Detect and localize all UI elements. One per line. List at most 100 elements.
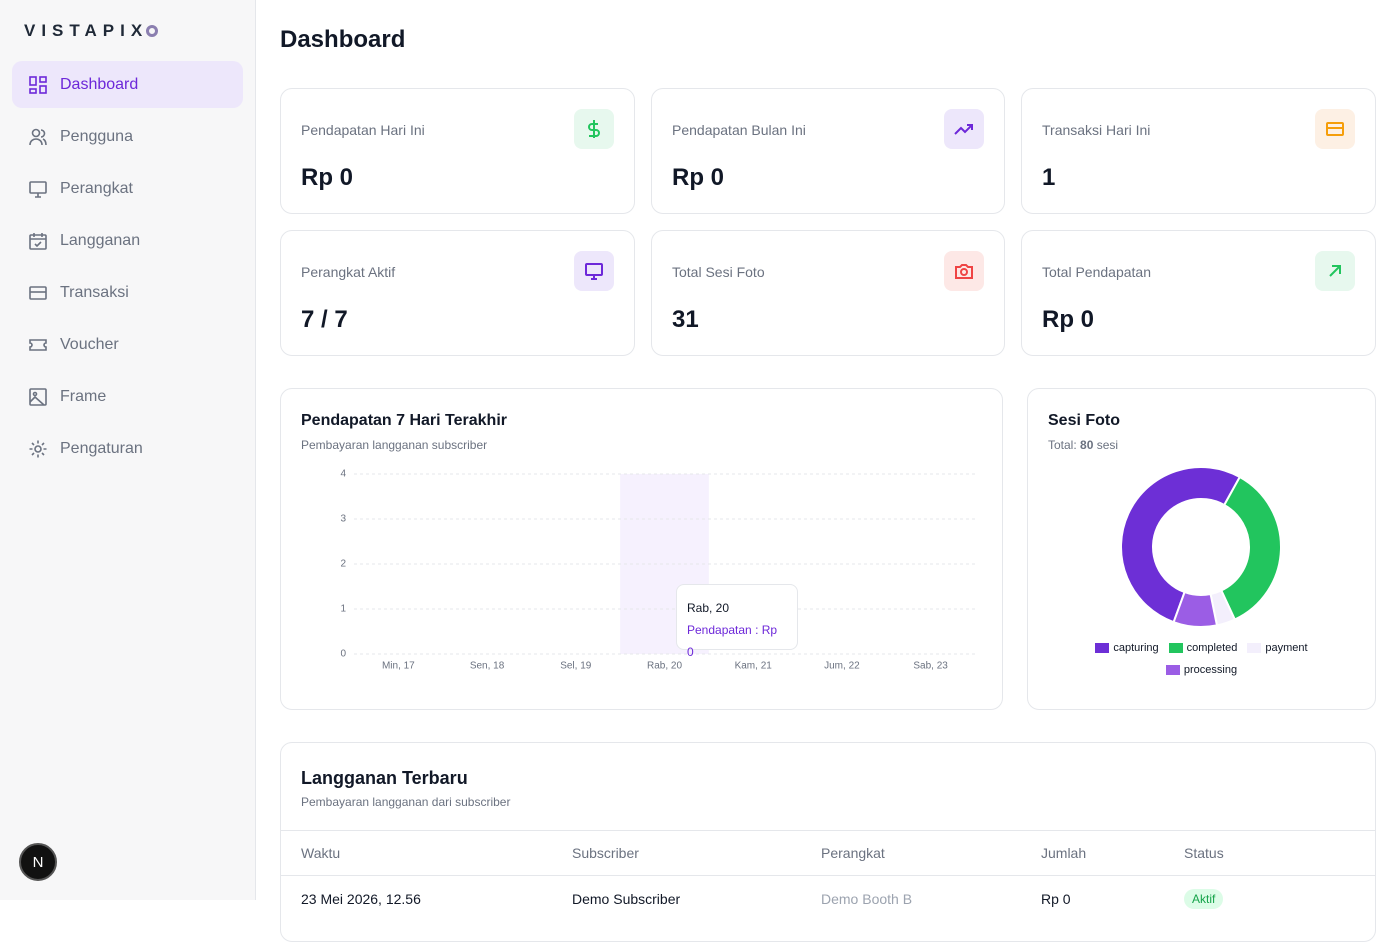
legend-swatch bbox=[1247, 643, 1262, 653]
legend-item: capturing bbox=[1095, 642, 1159, 654]
total-unit: sesi bbox=[1096, 438, 1119, 452]
nav-icon bbox=[29, 180, 47, 198]
legend-label: completed bbox=[1186, 642, 1238, 654]
logo-icon bbox=[146, 25, 159, 37]
stat-value: 1 bbox=[1042, 164, 1056, 191]
tooltip: Rab, 20 Pendapatan : Rp 0 bbox=[676, 584, 798, 659]
legend: capturing completed payment processing bbox=[1068, 642, 1335, 676]
stat-icon bbox=[1315, 251, 1355, 291]
legend-label: payment bbox=[1265, 642, 1308, 654]
nav-label: Transaksi bbox=[60, 283, 129, 301]
nav-item[interactable]: Transaksi bbox=[12, 269, 243, 316]
nav-label: Pengaturan bbox=[60, 439, 143, 457]
stat-value: 7 / 7 bbox=[301, 306, 348, 333]
table-subtitle: Pembayaran langganan dari subscriber bbox=[301, 795, 511, 809]
stat-value: Rp 0 bbox=[672, 164, 725, 191]
table-header: Waktu Subscriber Perangkat Jumlah Status bbox=[281, 830, 1375, 876]
donut-chart bbox=[1120, 466, 1282, 628]
total-label: Total: bbox=[1048, 438, 1077, 452]
nav-label: Langganan bbox=[60, 231, 141, 249]
tooltip-text: Pendapatan : Rp 0 bbox=[687, 623, 778, 659]
legend-label: capturing bbox=[1113, 642, 1159, 654]
nav-icon bbox=[29, 387, 47, 406]
stat-card: Transaksi Hari Ini 1 bbox=[1021, 88, 1376, 214]
x-tick-label: Sab, 23 bbox=[913, 661, 948, 672]
stat-icon bbox=[574, 251, 614, 291]
legend-item: payment bbox=[1247, 642, 1308, 654]
stat-icon bbox=[944, 251, 984, 291]
icon-glyph bbox=[1329, 265, 1341, 277]
total-value: 80 bbox=[1080, 438, 1094, 452]
nav-label: Frame bbox=[60, 387, 107, 405]
table-row: 23 Mei 2026, 12.56 Demo Subscriber Demo Bo… bbox=[281, 889, 1375, 909]
page-title: Dashboard bbox=[280, 26, 406, 53]
stat-value: 31 bbox=[672, 306, 699, 333]
chart-card: Sesi Foto Total: 80 sesi capturing comple… bbox=[1027, 388, 1376, 710]
nav: Dashboard Pengguna Perangkat Langganan T… bbox=[12, 61, 243, 477]
x-tick-label: Sel, 19 bbox=[560, 661, 592, 672]
chart-card: Pendapatan 7 Hari Terakhir Pembayaran la… bbox=[280, 388, 1003, 710]
icon-glyph bbox=[585, 263, 603, 280]
legend-swatch bbox=[1168, 643, 1183, 653]
chart-subtitle: Total: 80 sesi bbox=[1048, 438, 1118, 452]
stat-card: Pendapatan Hari Ini Rp 0 bbox=[280, 88, 635, 214]
stat-card: Total Pendapatan Rp 0 bbox=[1021, 230, 1376, 356]
stat-icon bbox=[574, 109, 614, 149]
nav-item[interactable]: Perangkat bbox=[12, 165, 243, 212]
chart-title: Pendapatan 7 Hari Terakhir bbox=[301, 412, 507, 429]
donut-slice bbox=[1172, 590, 1219, 628]
stat-card: Total Sesi Foto 31 bbox=[651, 230, 1005, 356]
icon-glyph bbox=[588, 120, 600, 138]
column-header: Subscriber bbox=[572, 845, 639, 861]
stat-label: Transaksi Hari Ini bbox=[1042, 122, 1151, 138]
table-cell: Rp 0 bbox=[1041, 891, 1071, 907]
stat-icon bbox=[944, 109, 984, 149]
stat-card: Perangkat Aktif 7 / 7 bbox=[280, 230, 635, 356]
chart-title: Sesi Foto bbox=[1048, 412, 1121, 429]
table-title: Langganan Terbaru bbox=[301, 768, 468, 788]
status-badge: Aktif bbox=[1184, 889, 1224, 909]
legend-item: completed bbox=[1168, 642, 1238, 654]
stat-label: Total Sesi Foto bbox=[672, 264, 765, 280]
tooltip-title: Rab, 20 bbox=[687, 601, 730, 615]
stat-label: Pendapatan Bulan Ini bbox=[672, 122, 806, 138]
y-tick-label: 4 bbox=[340, 469, 346, 480]
legend-swatch bbox=[1165, 665, 1180, 675]
nav-icon bbox=[29, 285, 47, 300]
x-tick-label: Kam, 21 bbox=[735, 661, 773, 672]
table-cell: Demo Booth B bbox=[821, 891, 913, 907]
table-cell: Demo Subscriber bbox=[572, 891, 681, 907]
stat-label: Pendapatan Hari Ini bbox=[301, 122, 425, 138]
nav-icon bbox=[29, 232, 47, 250]
column-header: Status bbox=[1184, 845, 1224, 861]
nav-item[interactable]: Frame bbox=[12, 373, 243, 420]
logo: VISTAPIX bbox=[24, 21, 159, 41]
stat-card: Pendapatan Bulan Ini Rp 0 bbox=[651, 88, 1005, 214]
y-tick-label: 1 bbox=[340, 604, 346, 615]
nav-item[interactable]: Langganan bbox=[12, 217, 243, 264]
column-header: Jumlah bbox=[1041, 845, 1087, 861]
donut-slice bbox=[1120, 466, 1242, 624]
nav-label: Pengguna bbox=[60, 127, 133, 145]
legend-swatch bbox=[1095, 643, 1110, 653]
sidebar: VISTAPIX Dashboard Pengguna Perangkat La… bbox=[0, 0, 256, 900]
nav-label: Voucher bbox=[60, 335, 119, 353]
nav-item[interactable]: Voucher bbox=[12, 321, 243, 368]
bar-chart: 0 1 2 3 4 Min, 17 Sen, 18 Sel, 19 Rab, 20 Kam, 21… bbox=[340, 469, 975, 672]
nav-label: Dashboard bbox=[60, 75, 139, 93]
nav-item[interactable]: Pengguna bbox=[12, 113, 243, 160]
x-tick-label: Sen, 18 bbox=[470, 661, 505, 672]
icon-glyph bbox=[954, 124, 973, 135]
nav-item[interactable]: Dashboard bbox=[12, 61, 243, 108]
icon-glyph bbox=[955, 264, 973, 279]
icon-glyph bbox=[1326, 122, 1344, 136]
donut-slice bbox=[1219, 475, 1282, 621]
chart-subtitle: Pembayaran langganan subscriber bbox=[301, 438, 488, 452]
stat-value: Rp 0 bbox=[1042, 306, 1095, 333]
logo-text: VISTAPIX bbox=[24, 21, 149, 40]
nav-icon bbox=[29, 440, 47, 457]
avatar[interactable]: N bbox=[19, 843, 57, 881]
nav-item[interactable]: Pengaturan bbox=[12, 425, 243, 472]
